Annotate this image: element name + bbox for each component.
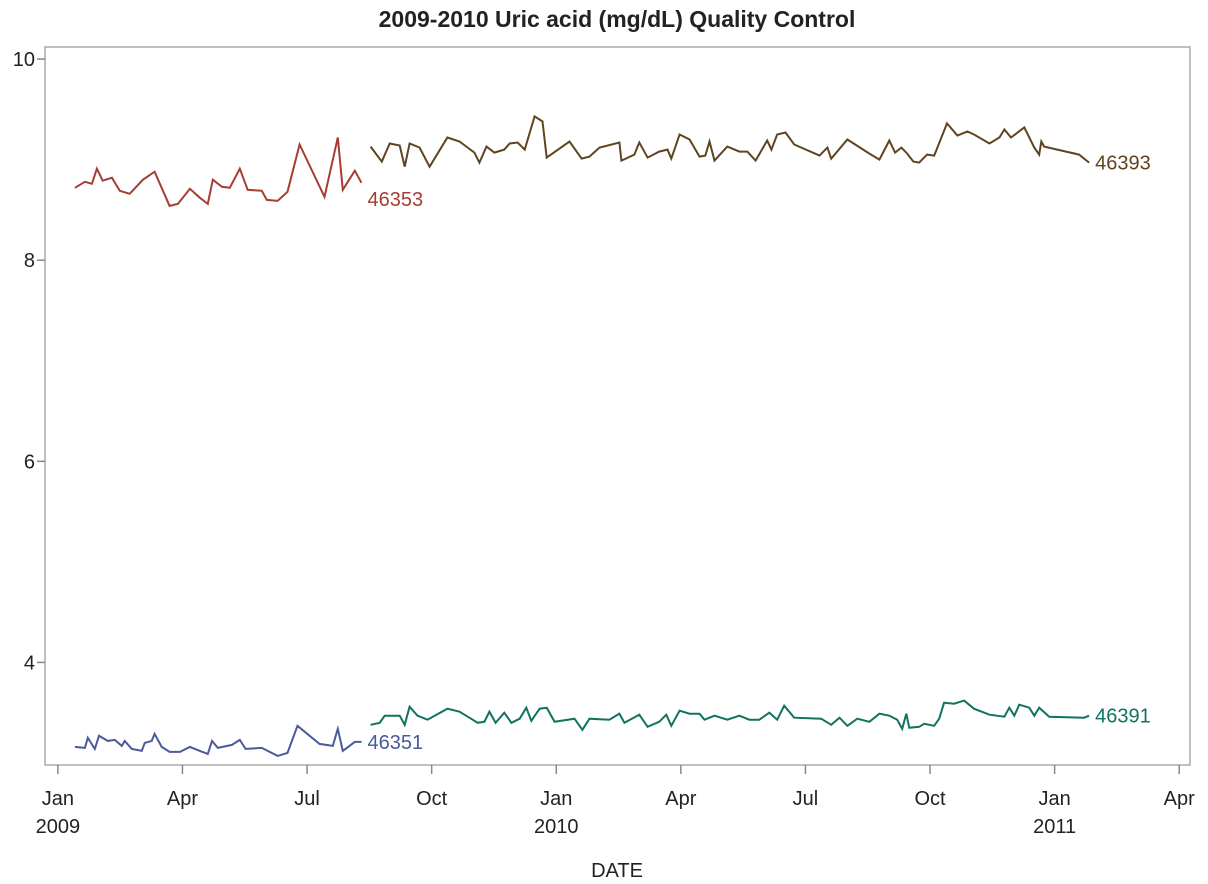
series-label: 46351 [367,732,423,754]
series-label: 46391 [1095,706,1151,728]
x-tick-label: Apr [1164,788,1195,810]
series-label: 46393 [1095,153,1151,175]
x-tick-year: 2010 [534,816,579,838]
series-line [74,724,362,757]
x-axis-label: DATE [591,860,643,882]
x-tick-year: 2009 [36,816,81,838]
y-tick-label: 6 [24,451,35,473]
series-line [370,699,1090,732]
series-line [369,114,1090,169]
chart-title: 2009-2010 Uric acid (mg/dL) Quality Cont… [379,6,856,32]
y-tick-label: 4 [24,652,35,674]
x-tick-label: Jul [294,788,320,810]
x-tick-label: Jan [42,788,74,810]
x-tick-label: Oct [914,788,946,810]
y-tick-label: 8 [24,250,35,272]
series-label: 46353 [367,189,423,211]
x-tick-label: Jul [793,788,819,810]
x-tick-label: Apr [167,788,198,810]
x-tick-label: Oct [416,788,448,810]
series-line [74,137,363,208]
x-tick-label: Jan [540,788,572,810]
x-tick-label: Apr [665,788,696,810]
x-tick-year: 2011 [1033,816,1076,838]
plot-frame [44,46,1191,766]
y-tick-label: 10 [13,49,35,71]
x-tick-label: Jan [1038,788,1070,810]
